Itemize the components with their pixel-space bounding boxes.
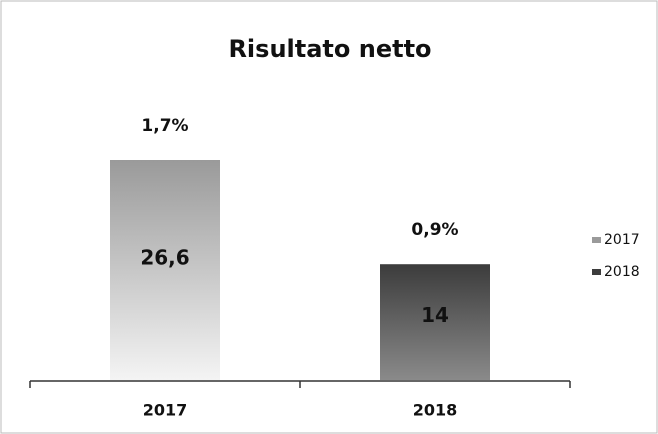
legend-label: 2017 [604,232,640,248]
data-label: 26,6 [140,246,189,270]
annotation: 1,7% [141,116,188,136]
legend-swatch [592,269,601,275]
legend-swatch [592,237,601,243]
annotation: 0,9% [411,220,458,240]
x-tick-label: 2018 [413,401,458,420]
x-tick-label: 2017 [143,401,188,420]
legend-label: 2018 [604,264,640,280]
data-label: 14 [421,303,449,327]
chart-title: Risultato netto [228,35,431,63]
bar [380,264,490,380]
bar [110,160,220,380]
